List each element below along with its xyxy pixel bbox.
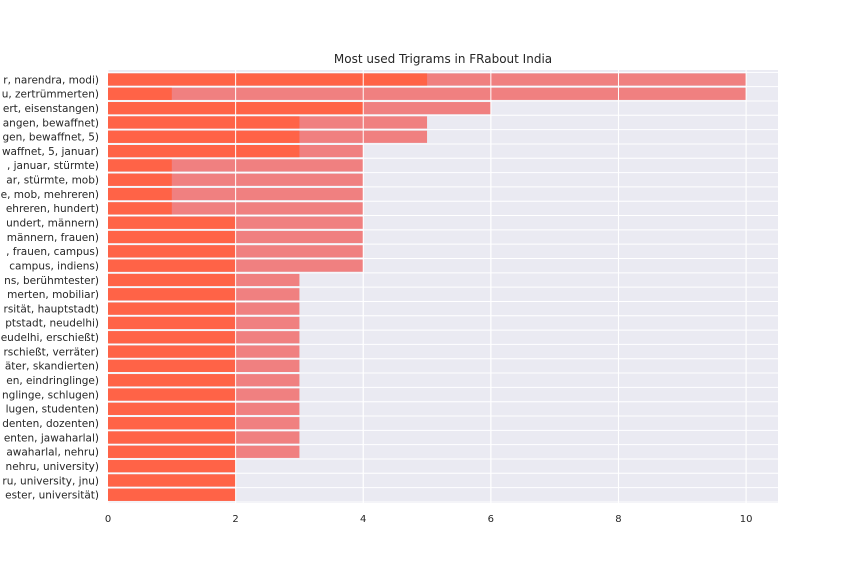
bar-series_a [108, 445, 236, 458]
bar-series_a [108, 73, 428, 86]
y-tick-label: enten, jawaharlal) [4, 432, 99, 444]
y-tick-labels: r, narendra, modi) u, zertrümmerten) ert, … [1, 74, 99, 501]
bar-series_a [108, 359, 236, 372]
y-tick-label: , januar, stürmte) [7, 160, 99, 172]
bar-series_a [108, 116, 300, 129]
x-tick-label: 0 [105, 514, 111, 525]
y-tick-label: rschießt, verräter) [3, 346, 99, 358]
bar-series_a [108, 388, 236, 401]
y-tick-label: campus, indiens) [9, 260, 99, 272]
y-tick-label: ptstadt, neudelhi) [5, 318, 99, 330]
y-tick-label: äter, skandierten) [5, 361, 99, 373]
bar-series_a [108, 145, 300, 158]
x-tick-label: 2 [232, 514, 238, 525]
bar-series_a [108, 316, 236, 330]
y-tick-label: eudelhi, erschießt) [1, 332, 99, 344]
y-tick-label: ert, eisenstangen) [3, 103, 99, 115]
bar-series_a [108, 431, 236, 444]
bar-series_b [108, 87, 747, 100]
x-tick-label: 8 [615, 514, 621, 525]
chart-title: Most used Trigrams in FRabout India [334, 52, 552, 66]
bar-series_a [108, 474, 236, 487]
bar-series_a [108, 302, 236, 315]
bar-series_a [108, 173, 172, 186]
bar-series_a [108, 273, 236, 287]
y-tick-label: merten, mobiliar) [7, 289, 99, 301]
bar-series_a [108, 259, 236, 272]
y-tick-label: lugen, studenten) [6, 404, 99, 416]
bar-series_a [108, 130, 300, 143]
y-tick-label: nehru, university) [6, 461, 99, 473]
bar-series_a [108, 417, 236, 430]
bar-series_a [108, 159, 172, 172]
bar-series_a [108, 331, 236, 344]
y-tick-label: rsität, hauptstadt) [4, 303, 99, 315]
bar-series_a [108, 216, 236, 229]
y-tick-label: ehreren, hundert) [6, 203, 99, 215]
bar-series_a [108, 288, 236, 301]
y-tick-label: awaharlal, nehru) [6, 447, 99, 459]
bar-series_a [108, 460, 236, 473]
y-tick-label: ns, berühmtester) [4, 275, 99, 287]
bar-series_a [108, 488, 236, 501]
x-tick-label: 4 [360, 514, 366, 525]
y-tick-label: denten, dozenten) [2, 418, 99, 430]
bar-series_a [108, 402, 236, 415]
y-tick-label: r, narendra, modi) [3, 74, 99, 86]
bar-series_a [108, 230, 236, 244]
y-tick-label: waffnet, 5, januar) [2, 146, 99, 158]
bar-series_a [108, 202, 172, 215]
bars [108, 70, 747, 503]
y-tick-label: angen, bewaffnet) [3, 117, 99, 129]
y-tick-label: ester, universität) [5, 490, 99, 502]
y-tick-label: ru, university, jnu) [2, 475, 99, 487]
x-tick-label: 6 [488, 514, 494, 525]
bar-series_a [108, 345, 236, 358]
y-tick-label: e, mob, mehreren) [1, 189, 99, 201]
y-tick-label: gen, bewaffnet, 5) [2, 132, 99, 144]
bar-series_a [108, 187, 172, 201]
y-tick-label: undert, männern) [6, 218, 99, 230]
x-tick-label: 10 [740, 514, 753, 525]
y-tick-label: ar, stürmte, mob) [6, 175, 99, 187]
y-tick-label: nglinge, schlugen) [2, 389, 99, 401]
y-tick-label: , frauen, campus) [6, 246, 99, 258]
bar-series_a [108, 245, 236, 258]
bar-series_a [108, 374, 236, 387]
y-tick-label: u, zertrümmerten) [2, 89, 99, 101]
bar-series_a [108, 87, 172, 100]
y-tick-label: en, eindringlinge) [6, 375, 99, 387]
y-tick-label: männern, frauen) [7, 232, 99, 244]
x-tick-labels: 0 2 4 6 8 10 [105, 514, 753, 525]
